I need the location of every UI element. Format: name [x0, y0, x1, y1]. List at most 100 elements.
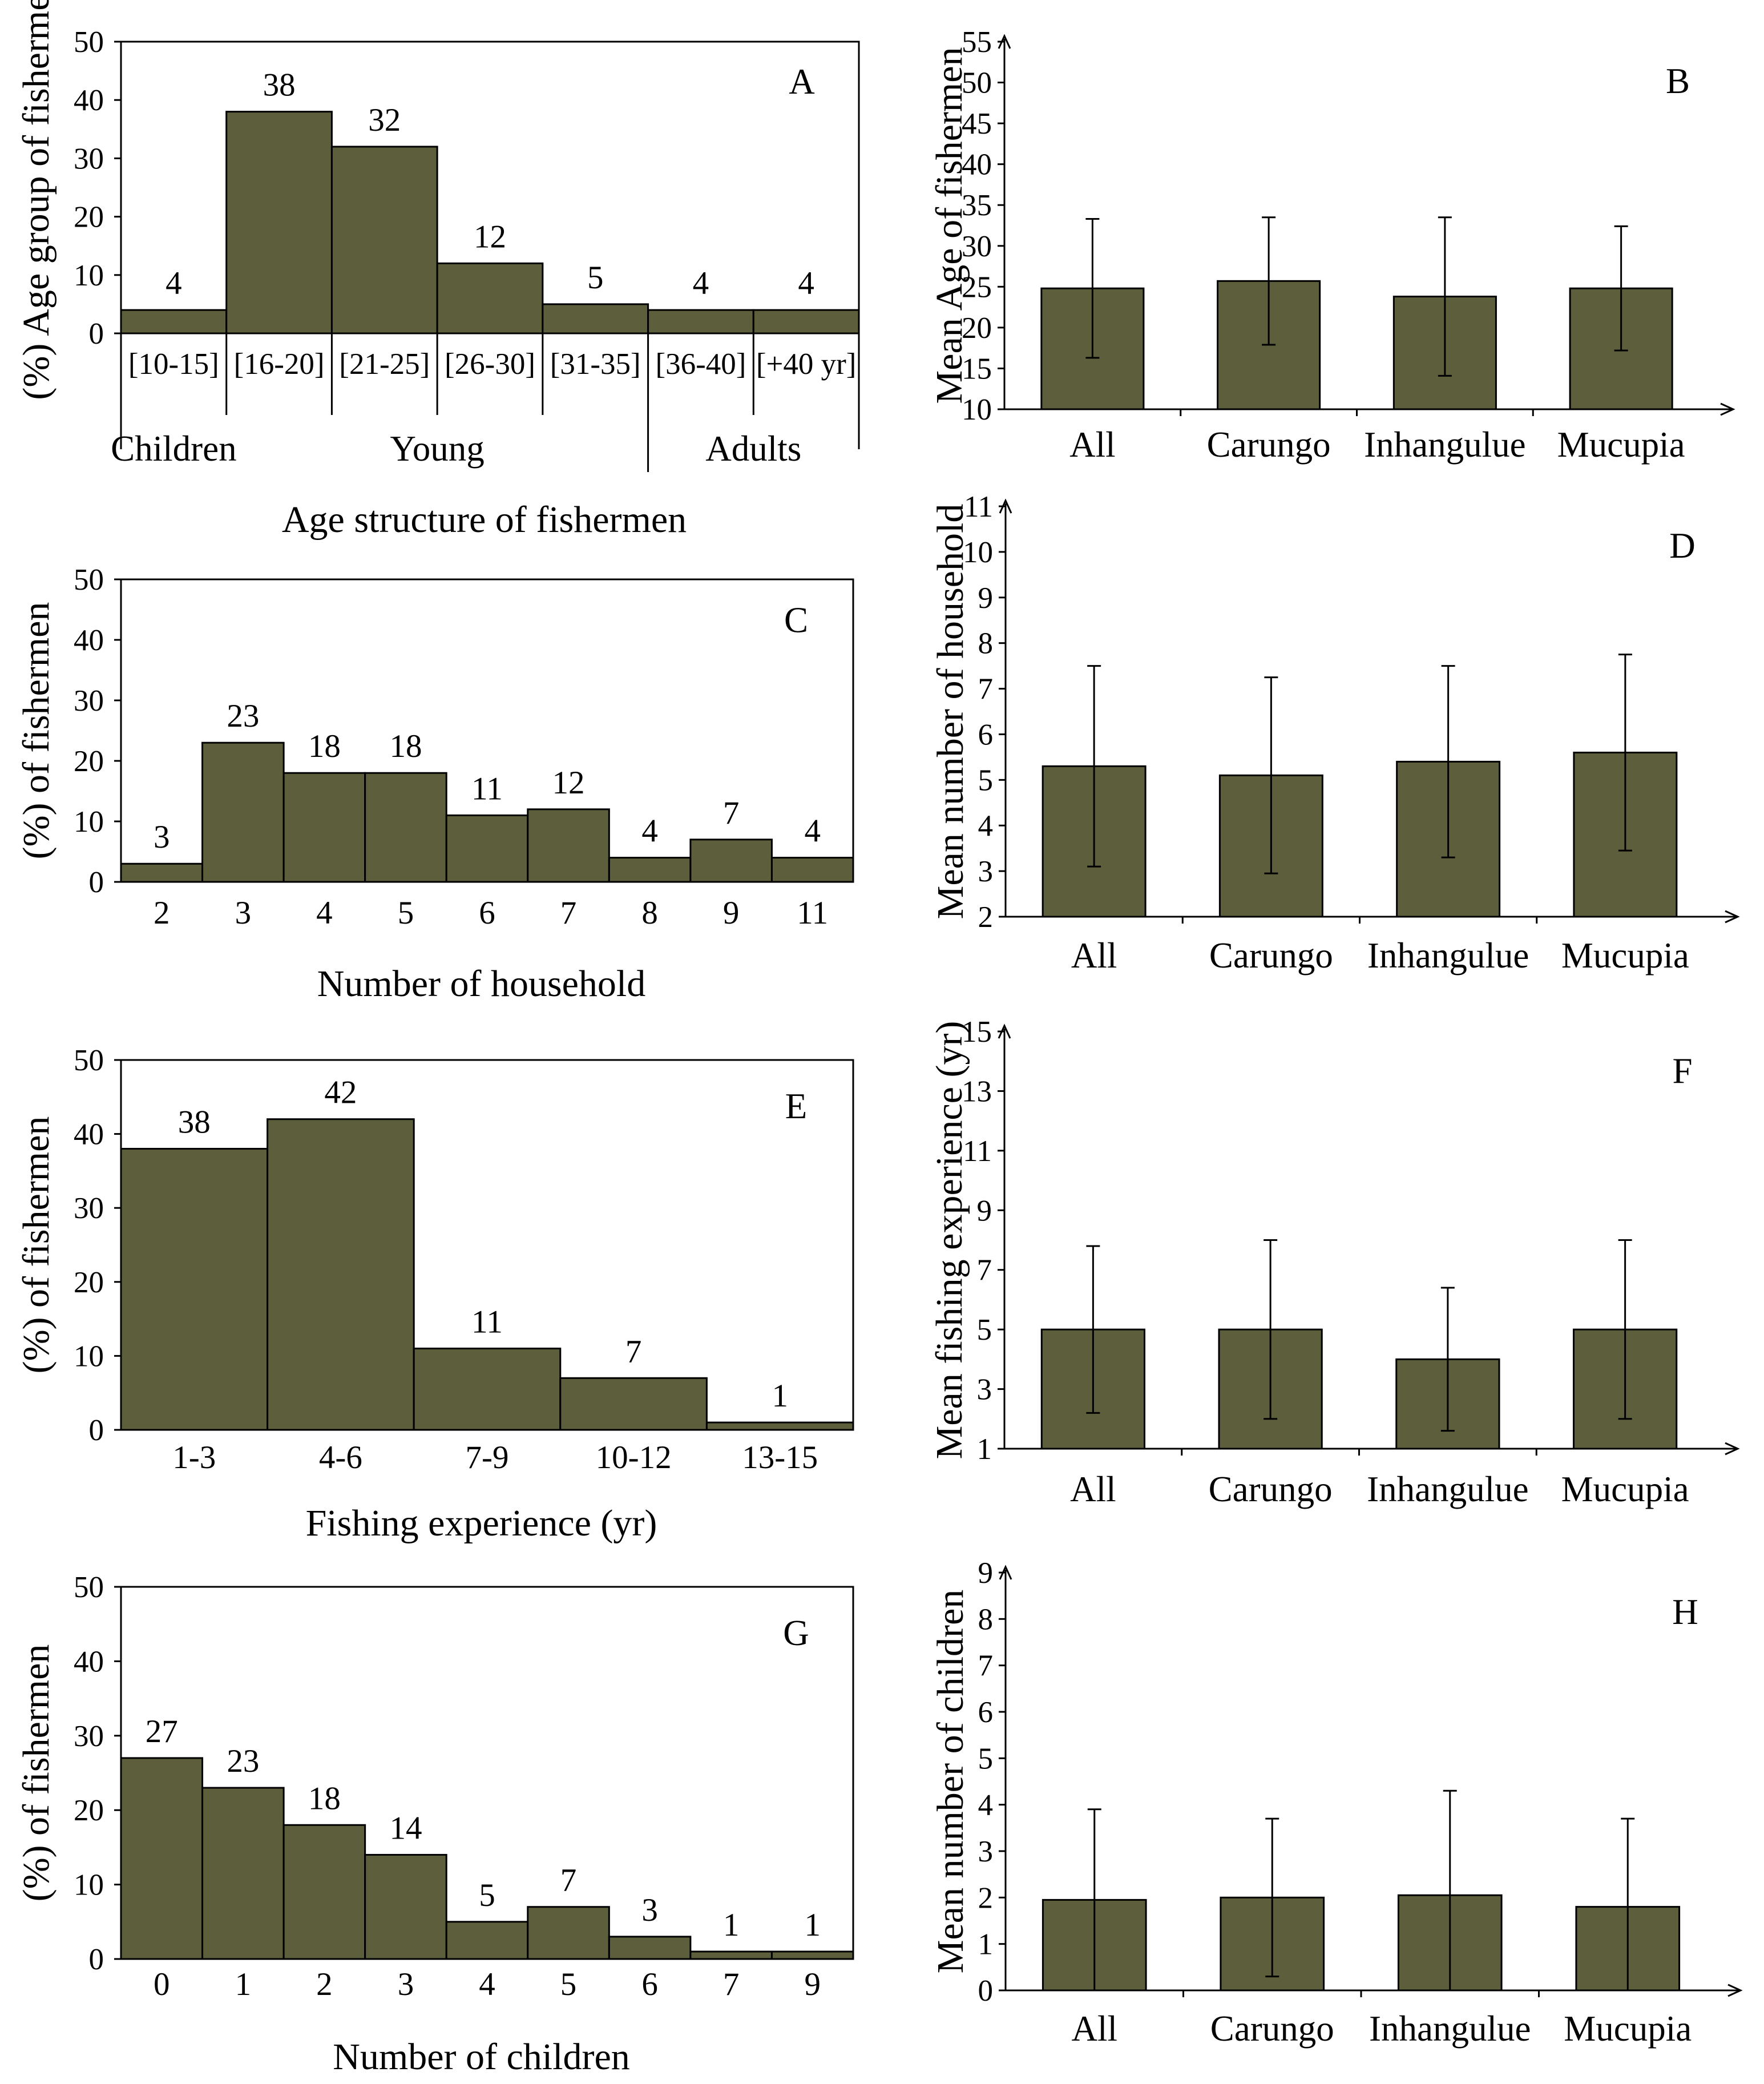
x-tick-label: 9 [723, 895, 740, 931]
y-tick-label: 10 [74, 1869, 104, 1902]
bar [445, 814, 529, 883]
chart-panel-d: 2 3 4 5 6 7 8 9 10 11 All Carungo Inhangulue Mucupia D… [930, 490, 1740, 976]
y-tick-label: 6 [978, 718, 994, 751]
x-tick-label: [31-35] [550, 348, 641, 381]
y-tick-label: 0 [89, 317, 104, 350]
y-tick-label: 9 [977, 1194, 992, 1227]
data-label: 4 [641, 813, 658, 849]
x-tick-label: 7-9 [466, 1440, 509, 1476]
x-tick-label: [+40 yr] [756, 348, 857, 381]
x-tick-label: 5 [560, 1966, 577, 2002]
x-tick-label: 1-3 [172, 1440, 216, 1476]
bar [282, 1824, 366, 1960]
y-tick-label: 50 [74, 1571, 104, 1604]
x-tick-label: 4-6 [319, 1440, 362, 1476]
x-tick-label: 3 [398, 1966, 414, 2002]
bar [364, 1853, 447, 1960]
y-tick-label: 10 [74, 1340, 104, 1373]
panel-letter: E [785, 1086, 807, 1126]
x-tick-label: Carungo [1210, 2009, 1334, 2049]
panel-letter: F [1672, 1051, 1692, 1091]
y-tick-label: 7 [977, 1254, 992, 1287]
y-axis-title: Mean Age of fishermen [929, 47, 970, 404]
y-tick-label: 35 [962, 189, 992, 222]
x-tick-label: 3 [235, 895, 252, 931]
x-axis-arrow [1725, 1442, 1740, 1456]
y-tick-label: 55 [962, 26, 992, 59]
y-tick-label: 20 [74, 745, 104, 778]
bar [120, 309, 228, 334]
bar [225, 111, 333, 334]
y-axis-title: (%) Age group of fishermen [15, 0, 57, 400]
data-label: 4 [804, 813, 821, 849]
x-axis-arrow [1727, 1984, 1743, 1997]
y-tick-label: 2 [978, 1881, 994, 1914]
bar [527, 808, 610, 883]
bar [330, 146, 438, 334]
x-tick-label: [36-40] [655, 348, 746, 381]
y-tick-label: 40 [74, 624, 104, 657]
bar [201, 741, 285, 883]
y-tick-label: 0 [89, 866, 104, 899]
y-tick-label: 30 [74, 1720, 104, 1753]
chart-panel-g: 0 10 20 30 40 50 27 0 23 1 18 2 14 3 5 4 7 5 3 6 1 7 1 9 G Number… [15, 1571, 854, 2078]
y-tick-label: 30 [74, 684, 104, 717]
bar [267, 1118, 415, 1431]
x-tick-label: 10-12 [596, 1440, 672, 1476]
x-axis-title: Age structure of fishermen [282, 499, 687, 541]
y-tick-label: 1 [978, 1928, 994, 1961]
group-label: Young [390, 429, 485, 469]
y-tick-label: 15 [962, 1015, 992, 1049]
bar [201, 1787, 285, 1960]
y-tick-label: 7 [978, 1650, 994, 1683]
data-label: 11 [471, 1304, 503, 1340]
x-tick-label: 0 [154, 1966, 170, 2002]
y-tick-label: 5 [978, 1742, 994, 1775]
x-axis-title: Fishing experience (yr) [306, 1502, 657, 1544]
x-tick-label: [21-25] [339, 348, 430, 381]
y-tick-label: 50 [74, 563, 104, 596]
y-axis-arrow [999, 498, 1012, 514]
y-tick-label: 13 [962, 1075, 992, 1108]
x-tick-label: Carungo [1209, 936, 1333, 976]
data-label: 23 [227, 698, 259, 734]
x-tick-label: 2 [316, 1966, 333, 2002]
bar [282, 772, 366, 883]
x-tick-label: All [1071, 936, 1117, 976]
x-axis-title: Number of household [317, 963, 646, 1005]
y-tick-label: 20 [74, 1266, 104, 1299]
chart-panel-h: 0 1 2 3 4 5 6 7 8 9 All Carungo Inhangulue Mucupia H Me… [930, 1557, 1743, 2049]
x-tick-label: 7 [560, 895, 577, 931]
bar [689, 839, 773, 883]
data-label: 4 [693, 265, 709, 301]
y-tick-label: 3 [978, 1835, 994, 1868]
y-tick-label: 5 [977, 1313, 992, 1347]
y-tick-label: 10 [74, 805, 104, 839]
group-label: Adults [705, 429, 801, 469]
x-tick-label: 1 [235, 1966, 252, 2002]
x-tick-label: Mucupia [1561, 1469, 1689, 1509]
data-label: 7 [723, 795, 740, 831]
data-label: 12 [552, 765, 585, 801]
bar [647, 309, 754, 334]
y-tick-label: 1 [977, 1433, 992, 1466]
bar [527, 1906, 610, 1960]
panel-letter: H [1672, 1592, 1698, 1632]
y-axis-title: Mean fishing experience (yr) [929, 1021, 970, 1460]
data-label: 27 [146, 1714, 178, 1750]
x-tick-label: 8 [641, 895, 658, 931]
x-tick-label: 5 [398, 895, 414, 931]
data-label: 18 [308, 728, 341, 764]
y-tick-label: 0 [89, 1414, 104, 1447]
data-label: 38 [178, 1105, 211, 1140]
data-label: 18 [308, 1780, 341, 1816]
y-tick-label: 50 [962, 67, 992, 100]
y-tick-label: 50 [74, 1044, 104, 1077]
y-tick-label: 50 [74, 26, 104, 59]
chart-panel-a: 0 10 20 30 40 50 4 [10-15] 38 [16-20] 32 [21-25] 12 [… [15, 0, 860, 541]
x-tick-label: 6 [641, 1966, 658, 2002]
data-label: 5 [587, 260, 604, 296]
y-tick-label: 40 [962, 148, 992, 182]
